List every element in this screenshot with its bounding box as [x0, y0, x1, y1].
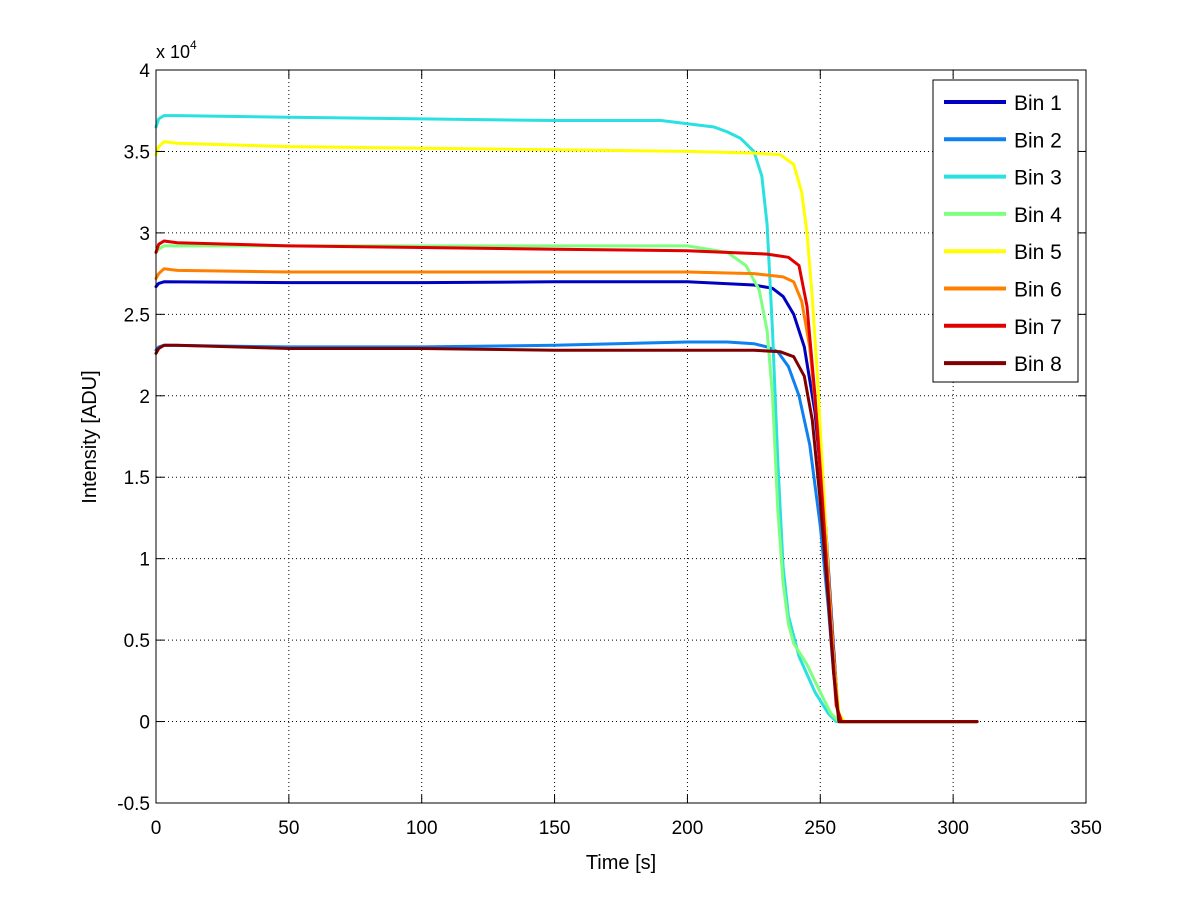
legend: Bin 1 Bin 2 Bin 3 Bin 4 Bin 5 Bin 6 Bin 7 Bin 8 — [932, 79, 1079, 383]
legend-box — [932, 79, 1079, 383]
y-axis-multiplier: x 104 — [156, 38, 197, 62]
y-tick-label: 4 — [139, 61, 150, 82]
y-tick-label: 3.5 — [124, 142, 150, 163]
y-axis-multiplier-exponent: 4 — [190, 38, 197, 52]
series-line-bin-5 — [154, 140, 979, 724]
y-tick-label: 0.5 — [124, 631, 150, 652]
series-line-bin-8 — [154, 343, 979, 724]
series-line-bin-4 — [154, 244, 979, 724]
legend-label-bin-1: Bin 1 — [1014, 92, 1062, 115]
x-tick-label: 200 — [672, 818, 704, 839]
legend-label-bin-5: Bin 5 — [1014, 241, 1062, 264]
y-tick-label: 1 — [139, 550, 150, 571]
y-tick-label: 0 — [139, 713, 150, 734]
y-tick-label: -0.5 — [117, 794, 150, 815]
y-axis-label: Intensity [ADU] — [79, 370, 101, 503]
y-axis: -0.5 0 0.5 1 1.5 2 2.5 3 3.5 4 — [117, 61, 1086, 815]
x-tick-label: 150 — [539, 818, 571, 839]
legend-label-bin-3: Bin 3 — [1014, 167, 1062, 190]
y-tick-label: 1.5 — [124, 468, 150, 489]
legend-label-bin-6: Bin 6 — [1014, 279, 1062, 302]
y-tick-label: 3 — [139, 224, 150, 245]
series-line-bin-3 — [154, 114, 979, 724]
plot-frame — [155, 69, 1087, 804]
y-tick-label: 2.5 — [124, 305, 150, 326]
legend-label-bin-7: Bin 7 — [1014, 316, 1062, 339]
x-axis-label: Time [s] — [586, 852, 656, 874]
series-line-bin-2 — [154, 340, 979, 724]
x-axis: 0 50 100 150 200 250 300 350 — [151, 70, 1102, 839]
y-tick-label: 2 — [139, 387, 150, 408]
x-tick-label: 250 — [804, 818, 836, 839]
plot-lines — [154, 114, 979, 724]
series-line-bin-7 — [154, 239, 979, 724]
legend-label-bin-4: Bin 4 — [1014, 204, 1062, 227]
x-tick-label: 300 — [937, 818, 969, 839]
x-tick-label: 350 — [1070, 818, 1102, 839]
legend-label-bin-2: Bin 2 — [1014, 129, 1062, 152]
x-tick-label: 100 — [406, 818, 438, 839]
x-tick-label: 0 — [151, 818, 162, 839]
series-line-bin-6 — [154, 267, 979, 724]
legend-label-bin-8: Bin 8 — [1014, 353, 1062, 376]
x-tick-label: 50 — [278, 818, 299, 839]
